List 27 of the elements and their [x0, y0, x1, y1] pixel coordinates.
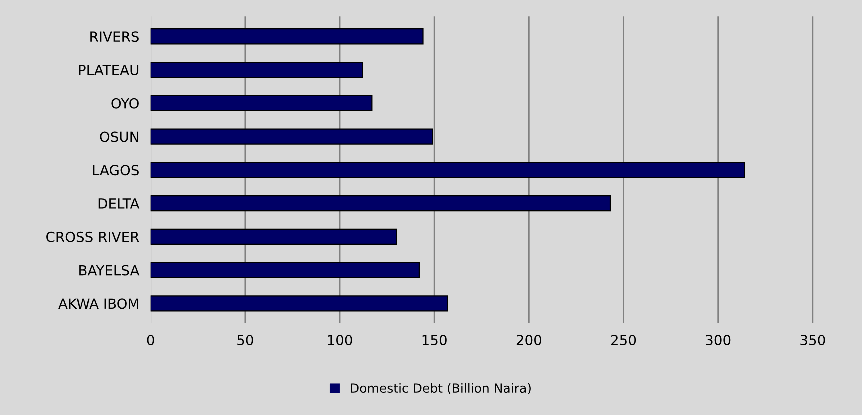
y-tick-label: DELTA [98, 198, 140, 209]
bar [150, 95, 373, 112]
y-tick-label: OSUN [100, 132, 138, 142]
bar [150, 28, 424, 45]
bar [150, 262, 420, 278]
bar [150, 162, 746, 178]
x-tick-label: 50 [238, 335, 254, 346]
bar [150, 195, 612, 212]
y-tick-label: RIVERS [90, 32, 139, 42]
bar [150, 296, 448, 312]
x-tick-label: 0 [147, 335, 154, 346]
x-tick-label: 250 [612, 335, 636, 346]
y-tick-label: CROSS RIVER [46, 232, 140, 242]
bar [150, 128, 434, 145]
x-tick-label: 200 [516, 335, 542, 346]
y-tick-label: AKWA IBOM [58, 298, 138, 310]
y-tick-label: OYO [112, 98, 139, 109]
y-tick-label: BAYELSA [80, 265, 140, 276]
y-tick-label: PLATEAU [79, 65, 139, 76]
x-tick-label: 300 [706, 335, 731, 346]
x-tick-label: 150 [422, 335, 447, 346]
bar [150, 228, 398, 245]
bar [150, 62, 364, 78]
legend-label: Domestic Debt (Billion Naira) [351, 383, 531, 394]
x-tick-label: 350 [800, 335, 826, 346]
x-tick-label: 100 [328, 335, 352, 346]
y-tick-label: LAGOS [93, 165, 139, 176]
